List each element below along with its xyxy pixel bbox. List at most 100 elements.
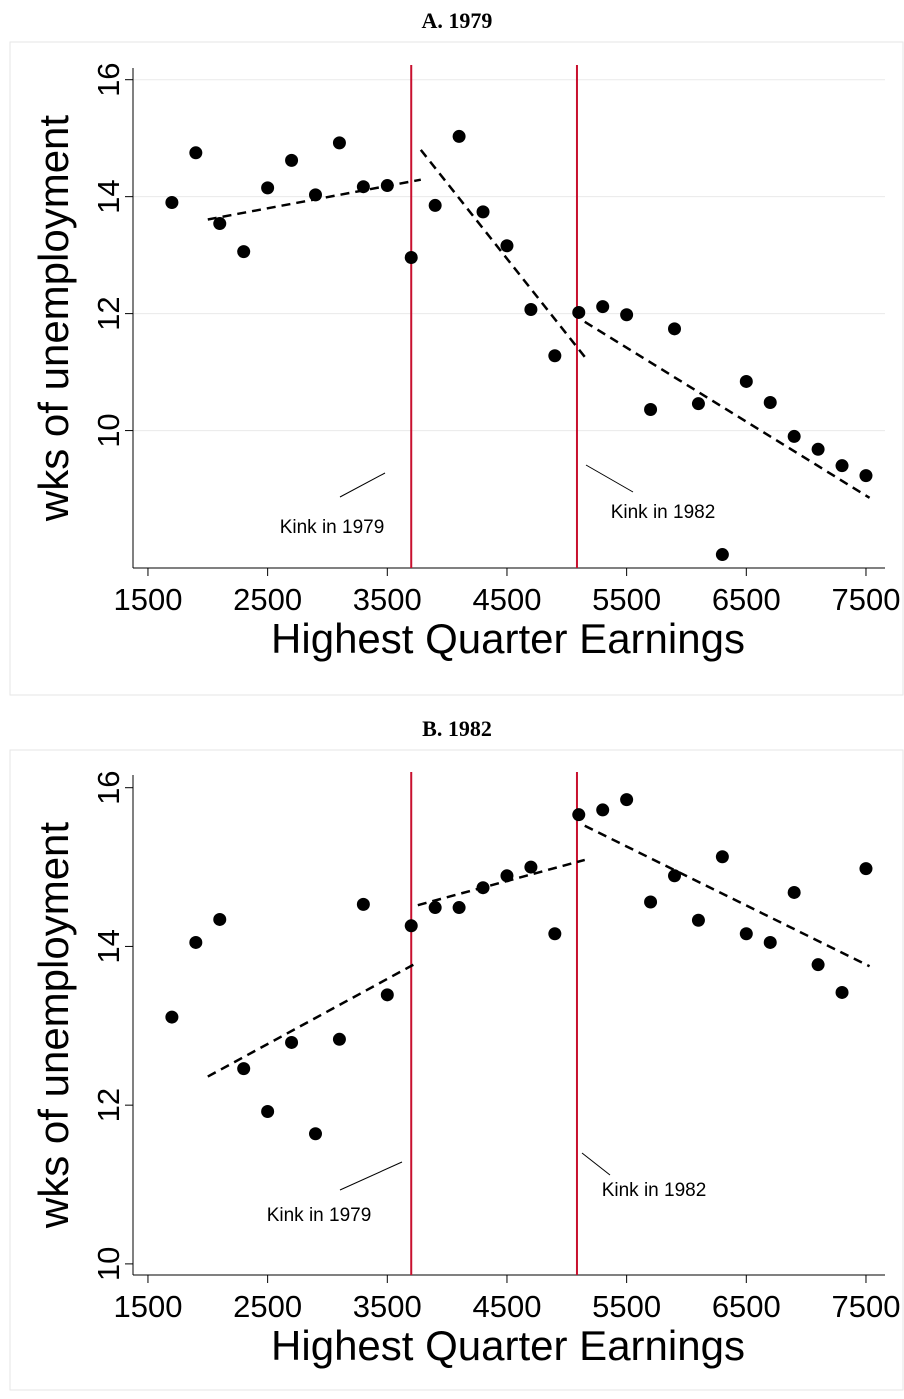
data-point xyxy=(237,245,251,259)
data-point xyxy=(189,935,203,949)
panel-frame xyxy=(9,41,904,696)
data-point xyxy=(476,881,490,895)
data-point xyxy=(739,374,753,388)
annotation: Kink in 1979 xyxy=(280,517,385,538)
x-axis-title: Highest Quarter Earnings xyxy=(271,615,745,662)
annotation: Kink in 1979 xyxy=(267,1205,372,1226)
data-point xyxy=(787,429,801,443)
data-point xyxy=(548,927,562,941)
data-point xyxy=(308,1127,322,1141)
data-point xyxy=(356,180,370,194)
data-point xyxy=(859,469,873,483)
fit-line xyxy=(584,824,871,968)
data-point xyxy=(691,913,705,927)
x-tick-label: 7500 xyxy=(831,582,900,617)
chart-title: A. 1979 xyxy=(422,8,493,33)
data-point xyxy=(524,303,538,317)
data-point xyxy=(644,895,658,909)
data-point xyxy=(500,239,514,253)
data-point xyxy=(213,912,227,926)
y-axis-title: wks of unemployment xyxy=(30,115,77,523)
data-point xyxy=(285,153,299,167)
y-tick-label: 14 xyxy=(91,179,126,213)
panel-frame xyxy=(9,749,904,1391)
data-point xyxy=(261,1105,275,1119)
data-point xyxy=(596,803,610,817)
y-tick-label: 10 xyxy=(91,1247,126,1281)
y-axis-title: wks of unemployment xyxy=(30,822,77,1230)
chart-title: B. 1982 xyxy=(422,716,492,741)
fit-line xyxy=(207,961,419,1078)
data-point xyxy=(548,349,562,363)
data-point xyxy=(332,136,346,150)
data-point xyxy=(691,397,705,411)
x-tick-label: 1500 xyxy=(113,582,182,617)
data-point xyxy=(261,181,275,195)
fit-line xyxy=(417,858,586,907)
x-tick-label: 6500 xyxy=(712,1289,781,1324)
data-point xyxy=(715,850,729,864)
data-point xyxy=(835,459,849,473)
data-point xyxy=(500,869,514,883)
y-tick-label: 16 xyxy=(91,62,126,96)
data-point xyxy=(668,869,682,883)
data-point xyxy=(285,1035,299,1049)
data-point xyxy=(763,935,777,949)
data-point xyxy=(524,860,538,874)
y-tick-label: 14 xyxy=(91,929,126,963)
y-tick-label: 12 xyxy=(91,1088,126,1122)
x-tick-label: 5500 xyxy=(592,1289,661,1324)
data-point xyxy=(811,958,825,972)
annotation-leader xyxy=(585,464,634,493)
x-tick-label: 4500 xyxy=(472,582,541,617)
data-point xyxy=(404,919,418,933)
fit-line xyxy=(584,320,871,499)
fit-line xyxy=(419,149,586,358)
x-tick-label: 6500 xyxy=(712,582,781,617)
data-point xyxy=(787,885,801,899)
data-point xyxy=(452,129,466,143)
data-point xyxy=(165,196,179,210)
data-point xyxy=(428,901,442,915)
data-point xyxy=(380,179,394,193)
data-point xyxy=(715,548,729,562)
data-point xyxy=(332,1032,346,1046)
data-point xyxy=(572,305,586,319)
annotation-leader xyxy=(339,1161,403,1191)
x-tick-label: 2500 xyxy=(233,1289,302,1324)
x-tick-label: 3500 xyxy=(353,582,422,617)
x-tick-label: 1500 xyxy=(113,1289,182,1324)
y-tick-label: 16 xyxy=(91,770,126,804)
annotation-leader xyxy=(339,472,386,498)
data-point xyxy=(237,1062,251,1076)
x-tick-label: 3500 xyxy=(353,1289,422,1324)
data-point xyxy=(739,927,753,941)
data-point xyxy=(596,300,610,314)
data-point xyxy=(308,188,322,202)
x-tick-label: 5500 xyxy=(592,582,661,617)
data-point xyxy=(476,205,490,219)
data-point xyxy=(859,862,873,876)
data-point xyxy=(213,217,227,231)
data-point xyxy=(380,988,394,1002)
data-point xyxy=(620,308,634,322)
annotation: Kink in 1982 xyxy=(611,502,716,523)
data-point xyxy=(452,901,466,915)
x-tick-label: 4500 xyxy=(472,1289,541,1324)
annotation-leader xyxy=(581,1152,611,1176)
x-axis-title: Highest Quarter Earnings xyxy=(271,1322,745,1369)
data-point xyxy=(644,403,658,417)
annotation: Kink in 1982 xyxy=(602,1180,707,1201)
data-point xyxy=(189,146,203,160)
x-tick-label: 2500 xyxy=(233,582,302,617)
data-point xyxy=(811,442,825,456)
data-point xyxy=(572,808,586,822)
data-point xyxy=(356,897,370,911)
data-point xyxy=(404,250,418,264)
data-point xyxy=(428,198,442,212)
y-tick-label: 12 xyxy=(91,296,126,330)
data-point xyxy=(668,322,682,336)
data-point xyxy=(835,985,849,999)
x-tick-label: 7500 xyxy=(831,1289,900,1324)
